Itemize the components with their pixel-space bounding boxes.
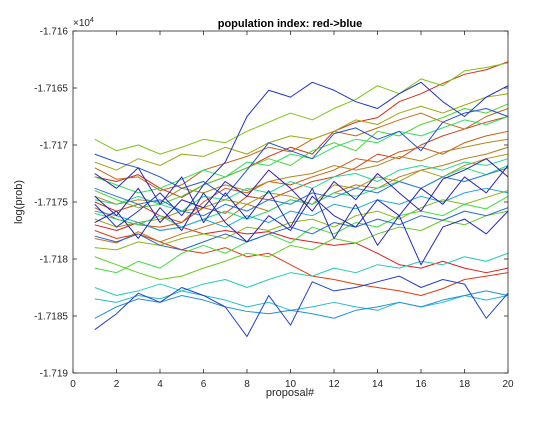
y-tick-label-4: -1.718 xyxy=(40,255,69,266)
series-line-3 xyxy=(94,230,509,296)
series-line-13 xyxy=(94,210,509,281)
series-line-25 xyxy=(94,108,509,197)
x-axis-label: proposal# xyxy=(266,387,315,399)
chart-title: population index: red->blue xyxy=(218,18,363,30)
x-tick-label-2: 2 xyxy=(114,379,120,390)
y-tick-label-0: -1.716 xyxy=(40,27,69,38)
y-exponent-label: ×104 xyxy=(73,17,94,29)
series-line-6 xyxy=(94,108,509,192)
series-line-4 xyxy=(94,116,509,224)
series-line-28 xyxy=(94,167,509,266)
series-line-14 xyxy=(94,103,509,209)
series-line-29 xyxy=(94,165,509,243)
y-tick-label-1: -1.7165 xyxy=(34,84,68,95)
x-axis-ticks: 0 2 4 6 8 10 12 14 16 18 20 xyxy=(70,31,514,390)
y-tick-label-5: -1.7185 xyxy=(34,312,68,323)
y-axis-label: log(prob) xyxy=(13,180,25,224)
series-line-23 xyxy=(94,167,509,217)
x-tick-label-6: 6 xyxy=(201,379,207,390)
y-tick-label-6: -1.719 xyxy=(40,369,69,380)
y-tick-label-2: -1.717 xyxy=(40,141,69,152)
x-tick-label-14: 14 xyxy=(372,379,384,390)
x-tick-label-4: 4 xyxy=(157,379,163,390)
series-line-12 xyxy=(94,62,509,155)
series-line-30 xyxy=(94,158,509,224)
y-exponent-power: 4 xyxy=(90,17,94,24)
series-line-22 xyxy=(94,290,509,319)
series-line-24 xyxy=(94,207,509,251)
y-tick-label-3: -1.7175 xyxy=(34,198,68,209)
series-line-16 xyxy=(94,116,509,194)
x-tick-label-10: 10 xyxy=(285,379,297,390)
x-tick-label-0: 0 xyxy=(70,379,76,390)
x-tick-label-12: 12 xyxy=(328,379,340,390)
series-group xyxy=(94,61,509,338)
series-line-18 xyxy=(94,158,509,212)
series-line-20 xyxy=(94,290,509,311)
x-tick-label-20: 20 xyxy=(502,379,514,390)
series-line-19 xyxy=(94,252,509,296)
y-axis-ticks: -1.716 -1.7165 -1.717 -1.7175 -1.718 -1.7185 -… xyxy=(34,27,508,380)
series-line-27 xyxy=(94,81,509,228)
x-tick-label-8: 8 xyxy=(244,379,250,390)
series-line-10 xyxy=(94,93,509,171)
x-tick-label-18: 18 xyxy=(459,379,471,390)
series-line-26 xyxy=(94,275,509,338)
series-line-15 xyxy=(94,195,509,274)
x-tick-label-16: 16 xyxy=(415,379,427,390)
y-exponent-base: ×10 xyxy=(73,18,90,29)
